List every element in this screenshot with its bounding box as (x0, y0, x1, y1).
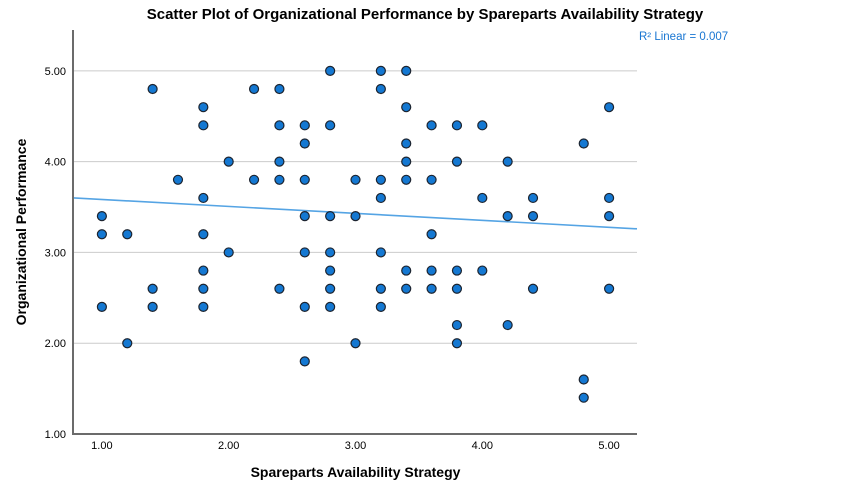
x-tick-label: 2.00 (218, 440, 239, 452)
data-point (96, 301, 107, 312)
data-point (96, 211, 107, 222)
data-point (451, 265, 463, 276)
data-point (96, 229, 107, 240)
data-point (325, 65, 336, 76)
data-point (248, 174, 260, 185)
data-point (375, 301, 386, 312)
data-point (527, 192, 539, 204)
data-point (198, 301, 209, 312)
data-point (451, 283, 463, 294)
data-point (299, 174, 310, 185)
x-tick-label: 1.00 (91, 440, 112, 452)
data-point (325, 283, 336, 294)
data-point (401, 283, 412, 294)
y-axis-title: Organizational Performance (13, 138, 29, 326)
data-point (578, 138, 589, 149)
data-point (299, 120, 310, 131)
data-point (325, 301, 336, 312)
data-point (451, 120, 463, 131)
data-point (426, 174, 437, 185)
data-point (248, 83, 260, 95)
data-point (375, 192, 386, 204)
data-point (325, 120, 336, 131)
data-point (172, 174, 184, 185)
data-point (578, 392, 589, 403)
y-tick-label: 4.00 (45, 157, 66, 169)
y-tick-label: 2.00 (45, 338, 66, 350)
data-point (451, 156, 463, 167)
data-point (401, 174, 412, 185)
data-point (122, 229, 133, 240)
data-point (223, 247, 234, 258)
data-point (375, 83, 386, 95)
data-point (122, 338, 133, 349)
data-point (274, 120, 285, 131)
data-point (477, 120, 488, 131)
data-point (299, 138, 310, 149)
data-point (198, 192, 209, 204)
data-point (147, 83, 158, 95)
data-point (274, 283, 285, 294)
data-point (147, 283, 158, 294)
data-point (274, 83, 285, 95)
data-point (375, 283, 386, 294)
r2-linear-annotation: R² Linear = 0.007 (639, 31, 729, 43)
data-point (604, 211, 615, 222)
data-point (223, 156, 234, 167)
data-point (604, 283, 615, 294)
x-tick-label: 5.00 (598, 440, 619, 452)
x-tick-label: 4.00 (472, 440, 493, 452)
data-point (198, 120, 209, 131)
data-point (375, 65, 386, 76)
data-point (451, 319, 463, 331)
data-point (426, 120, 437, 131)
y-tick-label: 3.00 (45, 247, 66, 259)
data-point (375, 174, 386, 185)
data-point (325, 211, 336, 222)
data-point (274, 156, 285, 167)
data-point (299, 301, 310, 312)
data-point (350, 338, 361, 349)
data-point (401, 65, 412, 76)
data-point (198, 229, 209, 240)
data-point (578, 374, 589, 385)
data-point (350, 174, 361, 185)
data-point (604, 192, 615, 204)
data-point (426, 265, 437, 276)
data-point (426, 229, 437, 240)
y-tick-label: 5.00 (45, 66, 66, 78)
data-point (375, 247, 386, 258)
data-point (502, 156, 513, 167)
data-point (401, 138, 412, 149)
data-point (147, 301, 158, 312)
data-point (350, 211, 361, 222)
data-point (477, 265, 488, 276)
x-axis-title: Spareparts Availability Strategy (250, 464, 461, 480)
data-point (502, 319, 513, 331)
y-tick-label: 1.00 (45, 429, 66, 441)
data-point (198, 102, 209, 113)
data-point (527, 211, 539, 222)
data-point (325, 247, 336, 258)
data-point (401, 102, 412, 113)
data-point (527, 283, 539, 294)
chart-title: Scatter Plot of Organizational Performan… (146, 6, 704, 23)
data-point (198, 283, 209, 294)
data-point (401, 265, 412, 276)
data-point (274, 174, 285, 185)
x-tick-label: 3.00 (345, 440, 366, 452)
data-point (604, 102, 615, 113)
data-point (426, 283, 437, 294)
data-point (299, 211, 310, 222)
data-point (477, 192, 488, 204)
data-point (299, 247, 310, 258)
data-point (502, 211, 513, 222)
data-point (451, 338, 463, 349)
data-point (299, 356, 310, 367)
data-point (401, 156, 412, 167)
data-point (198, 265, 209, 276)
data-point (325, 265, 336, 276)
